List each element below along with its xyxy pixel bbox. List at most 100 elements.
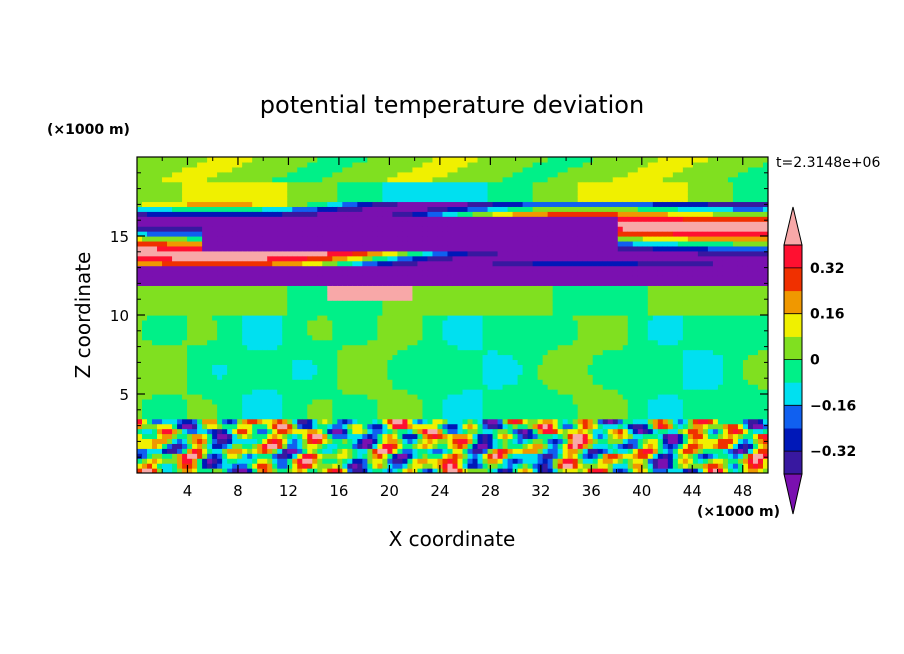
field-cell [417, 157, 424, 163]
field-cell [462, 418, 469, 425]
field-cell [242, 329, 248, 336]
field-cell [247, 428, 253, 435]
field-cell [382, 250, 388, 257]
field-cell [427, 354, 434, 361]
field-cell [347, 231, 353, 237]
field-cell [317, 433, 323, 440]
field-cell [462, 433, 469, 440]
field-cell [522, 275, 529, 282]
field-cell [282, 231, 288, 237]
field-cell [162, 413, 168, 420]
field-cell [442, 201, 449, 207]
field-cell [197, 349, 203, 356]
field-cell [327, 384, 333, 390]
field-cell [227, 438, 233, 444]
field-cell [187, 181, 193, 188]
field-cell [137, 319, 143, 326]
field-cell [477, 260, 484, 267]
field-cell [407, 275, 414, 282]
field-cell [397, 176, 404, 183]
field-cell [382, 216, 388, 222]
field-cell [167, 275, 173, 282]
field-cell [352, 453, 358, 459]
field-cell [267, 354, 273, 361]
field-cell [482, 334, 489, 341]
field-cell [307, 236, 313, 242]
field-cell [427, 379, 434, 385]
field-cell [157, 349, 163, 356]
field-cell [492, 334, 499, 341]
field-cell [212, 201, 218, 207]
field-cell [392, 319, 399, 326]
field-cell [342, 354, 348, 361]
field-cell [217, 438, 223, 444]
field-cell [437, 226, 444, 232]
field-cell [387, 453, 394, 459]
field-cell [142, 438, 148, 444]
field-cell [252, 398, 258, 405]
field-cell [437, 196, 444, 203]
field-cell [202, 463, 208, 469]
field-cell [262, 157, 268, 163]
field-cell [407, 201, 414, 207]
field-cell [297, 245, 303, 252]
field-cell [302, 418, 308, 425]
field-cell [222, 216, 228, 222]
field-cell [492, 413, 499, 420]
field-cell [447, 240, 454, 247]
field-cell [282, 319, 288, 326]
field-cell [427, 364, 434, 370]
field-cell [137, 191, 143, 198]
field-cell [307, 403, 313, 410]
field-cell [157, 384, 163, 390]
field-cell [517, 221, 524, 227]
field-cell [297, 413, 303, 420]
field-cell [207, 453, 213, 459]
field-cell [407, 181, 414, 188]
field-cell [272, 403, 278, 410]
field-cell [507, 211, 514, 217]
field-cell [317, 191, 323, 198]
field-cell [142, 374, 148, 380]
field-cell [167, 329, 173, 336]
field-cell [382, 280, 388, 286]
field-cell [237, 176, 243, 183]
field-cell [407, 290, 414, 296]
field-cell [297, 408, 303, 415]
field-cell [517, 245, 524, 252]
field-cell [352, 255, 358, 262]
field-cell [297, 398, 303, 405]
field-cell [502, 161, 509, 168]
field-cell [227, 236, 233, 242]
field-cell [357, 453, 363, 459]
field-cell [202, 157, 208, 163]
field-cell [342, 438, 348, 444]
field-cell [282, 300, 288, 306]
field-cell [462, 334, 469, 341]
field-cell [437, 413, 444, 420]
field-cell [257, 270, 263, 277]
field-cell [167, 315, 173, 321]
field-cell [467, 221, 474, 227]
field-cell [467, 166, 474, 173]
field-cell [152, 364, 158, 370]
field-cell [322, 413, 328, 420]
field-cell [352, 285, 358, 291]
field-cell [247, 221, 253, 227]
field-cell [522, 300, 529, 306]
field-cell [192, 181, 198, 188]
field-cell [172, 211, 178, 217]
field-cell [212, 270, 218, 277]
field-cell [317, 448, 323, 454]
field-cell [457, 226, 464, 232]
field-cell [342, 265, 348, 272]
field-cell [197, 265, 203, 272]
field-cell [137, 463, 143, 469]
field-cell [247, 231, 253, 237]
field-cell [412, 344, 419, 351]
field-cell [267, 349, 273, 356]
field-cell [232, 191, 238, 198]
field-cell [337, 186, 343, 193]
field-cell [207, 206, 213, 212]
field-cell [392, 285, 399, 291]
